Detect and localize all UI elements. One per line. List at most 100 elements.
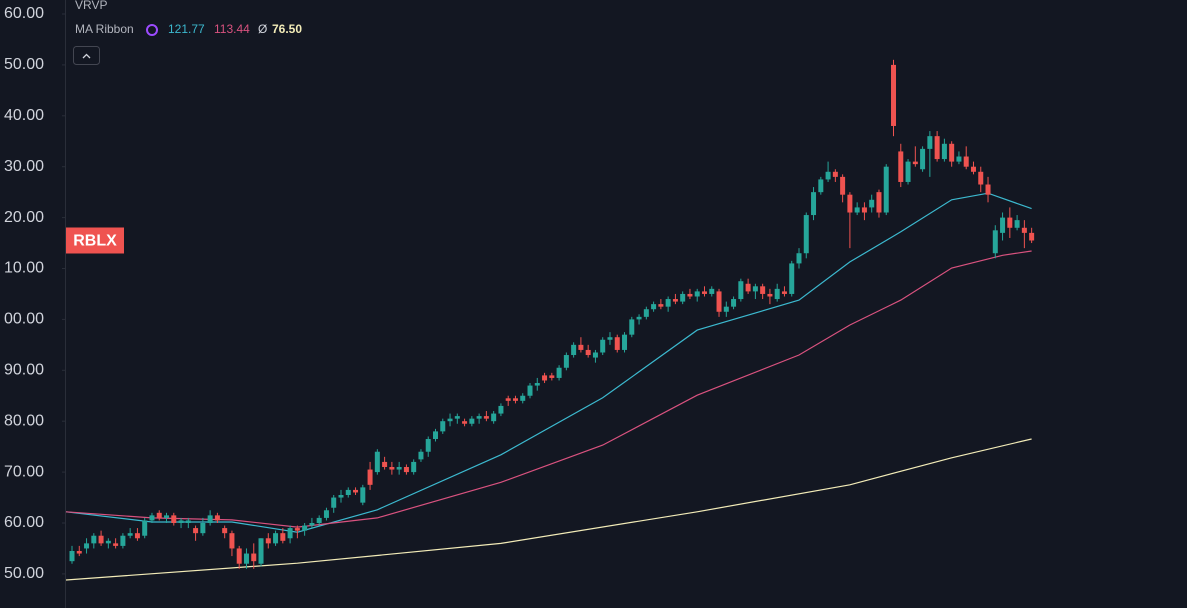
candle-body	[818, 179, 824, 193]
y-tick-label: 10.00	[4, 260, 44, 277]
candle-body	[549, 375, 555, 378]
candle-body	[418, 451, 424, 460]
candle-body	[105, 540, 111, 544]
indicator-name: VRVP	[75, 0, 107, 12]
candle-body	[134, 533, 140, 539]
candle-body	[796, 253, 802, 264]
candle-body	[178, 520, 184, 523]
candle-body	[789, 263, 795, 294]
candle-body	[629, 319, 635, 335]
candle-body	[214, 515, 220, 521]
candle-body	[651, 304, 657, 310]
candle-body	[462, 421, 468, 424]
candle-body	[745, 283, 751, 292]
candle-body	[840, 176, 846, 195]
candle-body	[680, 293, 686, 302]
candle-body	[978, 171, 984, 185]
ribbon-icon[interactable]	[146, 24, 158, 36]
candle-body	[200, 522, 206, 534]
candle-body	[411, 461, 417, 473]
candle-body	[542, 375, 548, 381]
candle-body	[287, 528, 293, 539]
legend-flag: Ø	[258, 22, 267, 36]
candle-body	[353, 489, 359, 493]
candle-body	[585, 349, 591, 356]
candle-body	[476, 416, 482, 419]
candle-body	[207, 515, 213, 523]
candle-body	[774, 288, 780, 300]
candle-body	[607, 337, 613, 340]
candle-body	[316, 517, 322, 523]
y-tick-label: 80.00	[4, 412, 44, 429]
candle-body	[563, 355, 569, 368]
y-tick-label: 60.00	[4, 5, 44, 22]
candle-body	[98, 535, 104, 544]
y-tick-label: 30.00	[4, 158, 44, 175]
candle-body	[527, 385, 533, 396]
candle-body	[963, 156, 969, 167]
candle-body	[658, 304, 664, 307]
candle-body	[694, 291, 700, 297]
candle-body	[91, 535, 97, 544]
candle-body	[483, 416, 489, 419]
legend-value: 76.50	[272, 22, 302, 36]
candle-body	[280, 533, 286, 541]
candle-body	[781, 291, 787, 294]
candle-body	[920, 148, 926, 170]
candle-body	[367, 469, 373, 485]
candle-body	[665, 299, 671, 307]
candle-body	[236, 548, 242, 564]
candle-body	[1014, 220, 1020, 228]
candle-body	[643, 309, 649, 317]
candle-body	[142, 520, 148, 536]
candle-body	[956, 156, 962, 162]
candle-body	[934, 136, 940, 160]
price-label: RBLX	[73, 233, 117, 250]
candle-body	[832, 171, 838, 177]
y-tick-label: 00.00	[4, 311, 44, 328]
candle-body	[505, 398, 511, 401]
candle-body	[883, 166, 889, 213]
candle-body	[622, 334, 628, 350]
candle-body	[578, 344, 584, 350]
candle-body	[433, 431, 438, 440]
candle-body	[825, 171, 831, 180]
candle-body	[869, 199, 875, 208]
candle-body	[243, 553, 249, 564]
candle-body	[440, 421, 446, 432]
candle-body	[113, 543, 119, 546]
candle-body	[69, 550, 75, 562]
candle-body	[905, 161, 911, 182]
moving-average-line	[65, 250, 1032, 528]
candle-body	[760, 286, 766, 294]
candle-body	[382, 461, 388, 468]
candle-body	[491, 413, 497, 422]
legend-value: 121.77	[168, 22, 205, 36]
collapse-button[interactable]	[73, 46, 100, 65]
legend-title: MA Ribbon	[75, 22, 134, 36]
candle-body	[396, 467, 402, 470]
candle-body	[302, 525, 308, 531]
y-tick-label: 90.00	[4, 362, 44, 379]
candle-body	[927, 136, 933, 149]
candle-body	[265, 538, 271, 544]
y-tick-label: 40.00	[4, 107, 44, 124]
candle-body	[222, 528, 228, 534]
candle-body	[891, 64, 897, 126]
candle-body	[469, 418, 475, 424]
price-label-box	[66, 227, 124, 254]
candle-body	[992, 230, 998, 254]
candle-body	[941, 143, 947, 160]
candle-body	[251, 553, 257, 562]
candle-body	[258, 538, 264, 564]
candle-body	[323, 510, 329, 518]
candle-body	[345, 489, 351, 496]
candle-body	[738, 281, 744, 300]
candle-body	[76, 550, 82, 554]
candle-body	[360, 487, 366, 503]
candle-body	[1007, 217, 1013, 228]
candle-body	[229, 533, 235, 549]
candle-body	[1021, 227, 1027, 233]
candle-body	[120, 535, 126, 546]
candle-body	[164, 515, 170, 518]
